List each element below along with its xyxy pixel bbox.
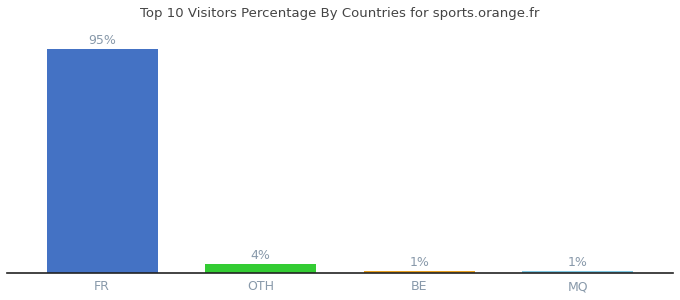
Bar: [205, 264, 316, 273]
Text: 4%: 4%: [251, 249, 271, 262]
Bar: [522, 271, 633, 273]
Text: 95%: 95%: [88, 34, 116, 47]
Title: Top 10 Visitors Percentage By Countries for sports.orange.fr: Top 10 Visitors Percentage By Countries …: [140, 7, 540, 20]
Text: 1%: 1%: [409, 256, 429, 269]
Bar: [47, 49, 158, 273]
Bar: [364, 271, 475, 273]
Text: 1%: 1%: [568, 256, 588, 269]
